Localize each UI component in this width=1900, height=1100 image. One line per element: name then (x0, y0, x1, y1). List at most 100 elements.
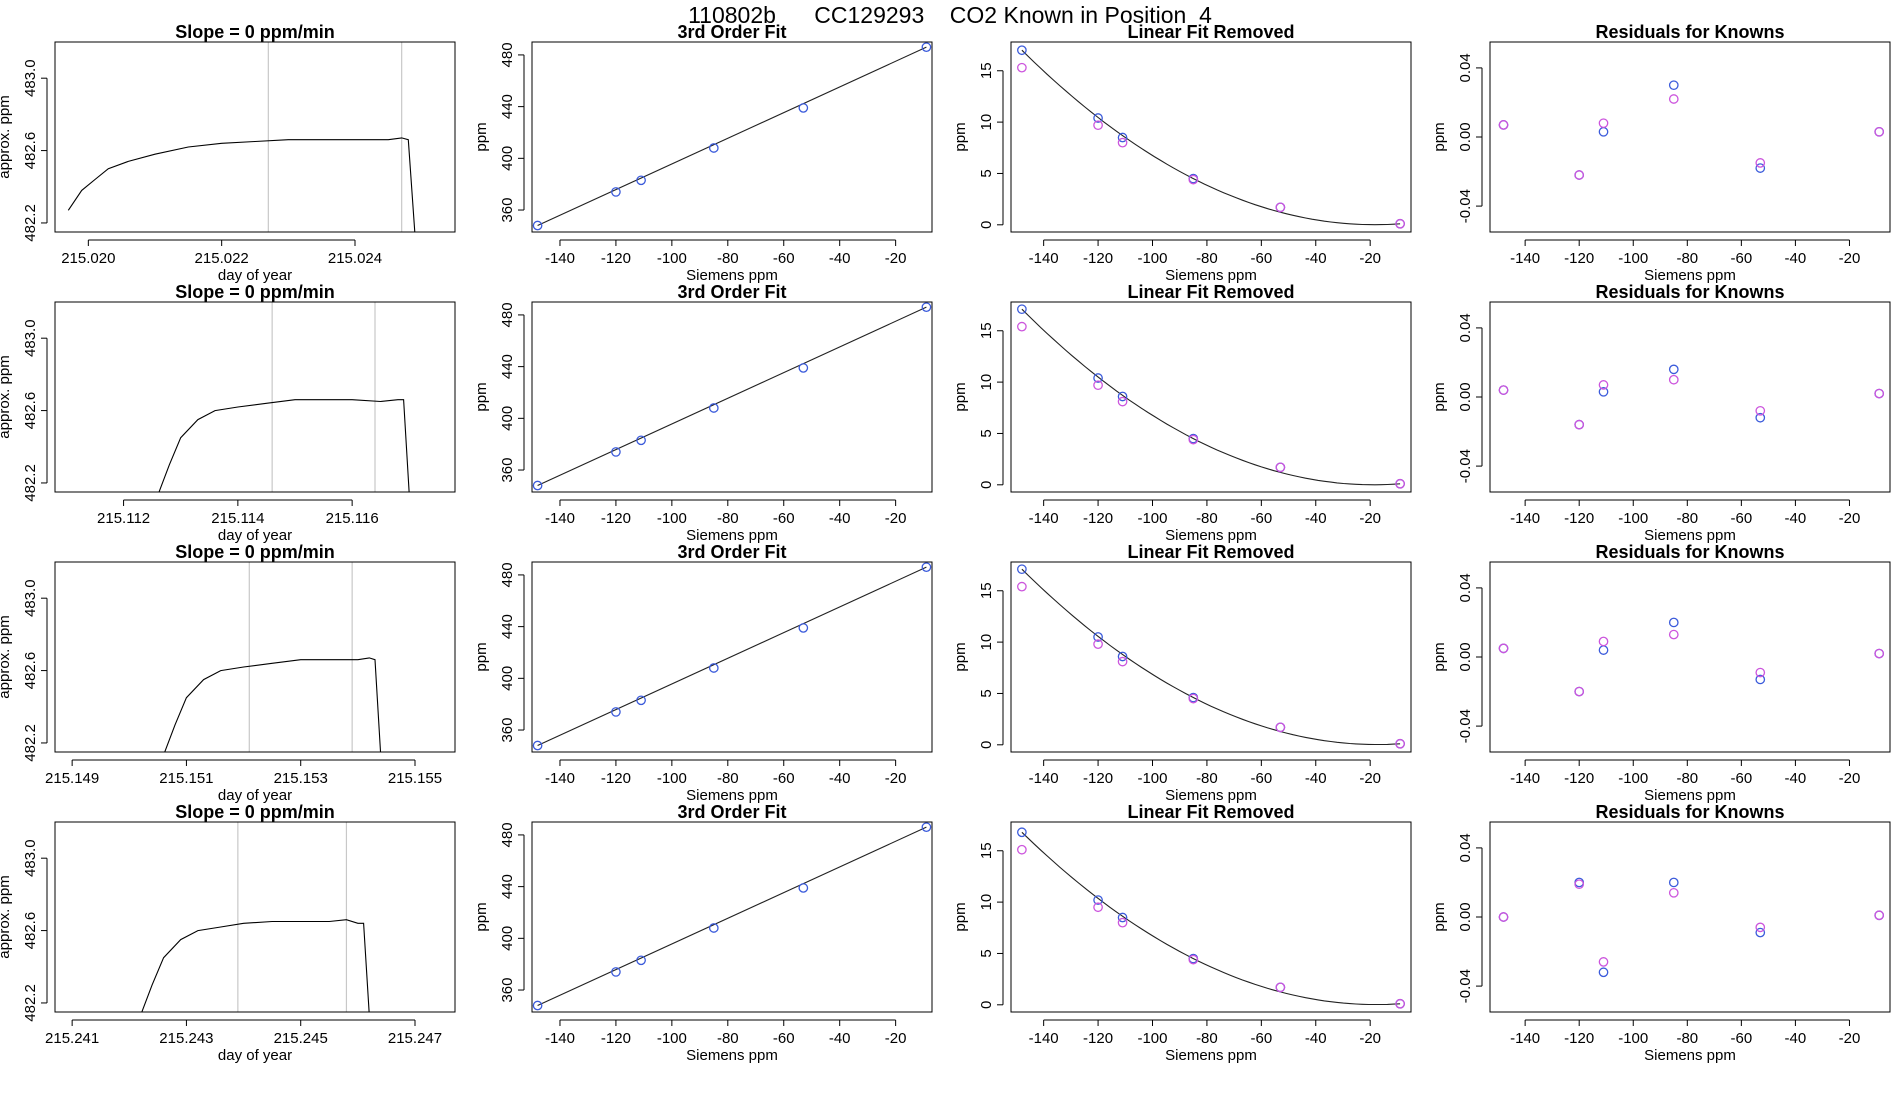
y-tick-label: 480 (499, 822, 516, 847)
x-tick-label: 215.112 (97, 510, 150, 527)
x-tick-label: -40 (1305, 510, 1327, 527)
chart-panel-r2c1: Slope = 0 ppm/min 215.112 215.114 215.116 da… (0, 282, 456, 544)
chart-panel-r3c4: Residuals for Knowns -140 -120 -100 -80 -60 -4… (1431, 542, 1891, 804)
data-point (1017, 827, 1027, 838)
x-tick-label: -40 (1785, 1030, 1807, 1047)
x-tick-label: -80 (1196, 250, 1218, 267)
y-axis-label: ppm (952, 382, 969, 411)
x-tick-label: 215.020 (61, 250, 115, 267)
x-tick-label: -20 (1839, 1030, 1861, 1047)
data-point (1117, 391, 1128, 402)
y-tick-label: -0.04 (1457, 709, 1474, 743)
data-point (1093, 120, 1103, 131)
data-point (1874, 388, 1885, 399)
chart-panel-r1c1: Slope = 0 ppm/min 215.020 215.022 215.024 da… (0, 22, 456, 284)
data-point (1598, 645, 1609, 655)
x-tick-label: -120 (1564, 770, 1594, 787)
x-tick-label: -100 (1618, 250, 1648, 267)
plot-frame (1489, 41, 1891, 233)
y-tick-label: 0.04 (1457, 53, 1474, 82)
data-point (1498, 120, 1509, 130)
x-tick-label: -60 (773, 510, 795, 527)
y-tick-label: -0.04 (1457, 969, 1474, 1003)
y-tick-label: 0.04 (1457, 833, 1474, 862)
data-point (1017, 581, 1027, 592)
y-axis-label: ppm (1431, 382, 1448, 411)
data-point (1117, 651, 1128, 662)
y-tick-label: 483.0 (22, 59, 39, 97)
x-axis-label: Siemens ppm (686, 527, 778, 544)
chart-title: Residuals for Knowns (1595, 802, 1784, 822)
y-tick-label: 482.2 (22, 204, 39, 242)
x-tick-label: 215.243 (159, 1030, 213, 1047)
chart-panel-r3c1: Slope = 0 ppm/min 215.149 215.151 215.153 21… (0, 542, 456, 804)
y-tick-label: 0.00 (1457, 642, 1474, 671)
chart-panel-r4c3: Linear Fit Removed -140 -120 -100 -80 -60 -40 -… (952, 802, 1412, 1064)
data-point (1598, 957, 1609, 967)
chart-panel-r3c3: Linear Fit Removed -140 -120 -100 -80 -60 -40 -… (952, 542, 1412, 804)
y-tick-label: 0.00 (1457, 382, 1474, 411)
data-point (636, 435, 646, 446)
data-point (708, 143, 719, 153)
x-axis-label: Siemens ppm (686, 787, 778, 804)
data-point (1117, 137, 1128, 148)
x-axis-label: day of year (218, 1047, 292, 1064)
x-axis-label: day of year (218, 267, 292, 284)
y-tick-label: 482.6 (22, 652, 39, 690)
x-tick-label: -60 (1731, 1030, 1753, 1047)
chart-title: Linear Fit Removed (1127, 22, 1294, 42)
x-tick-label: -40 (1305, 1030, 1327, 1047)
data-point (1017, 62, 1027, 73)
series-line (158, 399, 410, 492)
y-tick-label: 15 (978, 582, 995, 599)
y-tick-label: 400 (499, 666, 516, 691)
y-tick-label: 0 (978, 1001, 995, 1009)
x-tick-label: -140 (1029, 770, 1059, 787)
y-tick-label: -0.04 (1457, 189, 1474, 223)
y-axis-label: ppm (1431, 642, 1448, 671)
x-tick-label: -140 (545, 770, 575, 787)
x-tick-label: -140 (1029, 250, 1059, 267)
data-point (1755, 412, 1766, 423)
plot-frame (1010, 821, 1412, 1013)
data-point (921, 302, 932, 313)
data-point (1755, 163, 1766, 173)
data-point (798, 103, 809, 113)
x-tick-label: -60 (773, 770, 795, 787)
data-point (798, 883, 809, 893)
data-point (1668, 94, 1679, 104)
y-axis-label: ppm (1431, 902, 1448, 931)
data-point (1093, 895, 1103, 905)
fit-line (537, 306, 927, 487)
data-point (1668, 629, 1679, 640)
fit-curve (1021, 308, 1401, 486)
x-tick-label: 215.151 (159, 770, 213, 787)
y-tick-label: 360 (499, 198, 516, 223)
data-point (1188, 693, 1199, 704)
x-tick-label: -120 (601, 1030, 631, 1047)
y-tick-label: 360 (499, 978, 516, 1003)
data-point (1093, 113, 1103, 123)
x-tick-label: 215.149 (45, 770, 99, 787)
chart-panel-r4c4: Residuals for Knowns -140 -120 -100 -80 -60 -4… (1431, 802, 1891, 1064)
y-axis-label: approx. ppm (0, 875, 13, 958)
x-tick-label: -140 (545, 510, 575, 527)
data-point (1574, 419, 1585, 430)
data-point (1598, 636, 1609, 647)
y-tick-label: 0 (978, 741, 995, 749)
y-axis-label: ppm (952, 122, 969, 151)
y-axis-label: ppm (473, 382, 490, 411)
y-tick-label: 15 (978, 62, 995, 79)
x-tick-label: -80 (1196, 770, 1218, 787)
plot-frame (1489, 301, 1891, 493)
chart-title: 3rd Order Fit (677, 542, 786, 562)
x-tick-label: -80 (1196, 1030, 1218, 1047)
x-tick-label: 215.114 (211, 510, 264, 527)
chart-panel-r4c2: 3rd Order Fit -140 -120 -100 -80 -60 -40 -20 Sie… (473, 802, 933, 1064)
plot-frame (531, 41, 933, 233)
data-point (708, 403, 719, 413)
y-tick-label: 10 (978, 114, 995, 131)
data-point (636, 695, 646, 706)
x-tick-label: -40 (1785, 250, 1807, 267)
